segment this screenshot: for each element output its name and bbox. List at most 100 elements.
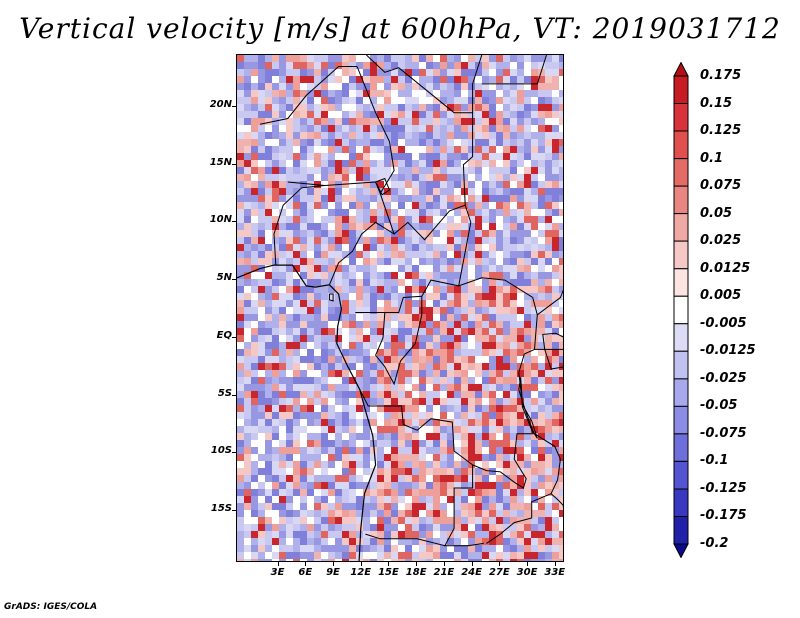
colorbar-label: 0.15 — [700, 95, 733, 111]
lon-label: 15E — [378, 567, 399, 578]
vertical-velocity-map — [236, 54, 564, 562]
coastline — [237, 264, 377, 561]
colorbar-label: -0.005 — [700, 315, 747, 331]
colorbar-bin — [673, 103, 689, 132]
lat-label: 20N — [209, 98, 232, 110]
colorbar-bin — [673, 488, 689, 517]
border — [259, 66, 358, 125]
colorbar-bottom-arrow — [673, 543, 689, 558]
colorbar-bin — [673, 323, 689, 352]
colorbar-label: 0.075 — [700, 178, 742, 194]
colorbar-bin — [673, 378, 689, 407]
border — [472, 55, 483, 113]
colorbar-bin — [673, 158, 689, 187]
colorbar-bin — [673, 433, 689, 462]
lon-label: 33E — [544, 567, 566, 578]
lat-tick — [232, 510, 236, 512]
lon-label: 21E — [433, 567, 455, 578]
border — [365, 533, 446, 547]
lat-label: 10S — [210, 445, 232, 457]
lon-tick — [527, 562, 529, 566]
colorbar-bin — [673, 213, 689, 242]
border — [481, 55, 547, 85]
lon-tick — [277, 562, 279, 566]
colorbar-label: 0.125 — [700, 123, 742, 139]
border — [537, 289, 563, 316]
lon-tick — [388, 562, 390, 566]
lat-label: 15S — [210, 503, 232, 515]
lat-tick — [232, 105, 236, 107]
lon-tick — [416, 562, 418, 566]
border — [366, 55, 474, 206]
lon-label: 6E — [298, 567, 313, 578]
lat-label: 5N — [216, 272, 232, 284]
island-bioko — [328, 293, 334, 302]
lon-label: 27E — [488, 567, 510, 578]
colorbar-label: -0.075 — [700, 425, 747, 441]
border — [273, 185, 325, 266]
border — [356, 66, 395, 194]
lat-label: 10N — [209, 214, 232, 226]
colorbar-label: -0.025 — [700, 370, 747, 386]
lake-chad — [375, 177, 391, 196]
lat-label: 15N — [209, 156, 232, 168]
lat-tick — [232, 163, 236, 165]
velocity-field — [237, 55, 563, 561]
colorbar-bin — [673, 240, 689, 270]
colorbar-label: 0.1 — [700, 150, 724, 166]
colorbar — [673, 62, 689, 558]
lon-label: 9E — [326, 567, 340, 578]
colorbar-label: -0.0125 — [700, 343, 756, 359]
colorbar-bin — [673, 515, 689, 545]
colorbar-bin — [673, 75, 689, 105]
colorbar-label: 0.025 — [700, 233, 742, 249]
colorbar-label: -0.1 — [700, 453, 729, 469]
lat-tick — [232, 394, 236, 396]
colorbar-bin — [673, 460, 689, 490]
lat-tick — [232, 221, 236, 223]
lon-label: 24E — [461, 567, 482, 578]
plot-title: Vertical velocity [m/s] at 600hPa, VT: 2… — [19, 12, 781, 45]
border — [384, 279, 459, 313]
lake-tanganyika — [518, 377, 538, 439]
border — [328, 221, 395, 285]
lon-tick — [360, 562, 362, 566]
colorbar-label: 0.0125 — [700, 260, 751, 276]
border — [472, 433, 534, 489]
colorbar-label: -0.05 — [700, 398, 738, 414]
lat-tick — [232, 336, 236, 338]
colorbar-label: 0.175 — [700, 68, 742, 83]
colorbar-label: -0.2 — [700, 536, 729, 551]
border — [355, 296, 423, 386]
colorbar-label: -0.125 — [700, 480, 747, 496]
colorbar-bin — [673, 405, 689, 435]
lon-tick — [554, 562, 556, 566]
lon-label: 3E — [270, 567, 285, 578]
colorbar-bin — [673, 268, 689, 297]
lon-tick — [443, 562, 445, 566]
lon-tick — [333, 562, 334, 566]
map-canvas — [237, 55, 563, 561]
lat-tick — [232, 279, 236, 281]
lat-label: EQ — [216, 329, 232, 341]
lake-victoria — [542, 332, 563, 370]
lat-tick — [232, 452, 236, 454]
lon-label: 30E — [516, 567, 538, 578]
colorbar-label: 0.05 — [700, 205, 733, 221]
border — [518, 353, 561, 494]
colorbar-top-arrow — [673, 62, 689, 77]
grads-credit: GrADS: IGES/COLA — [4, 602, 98, 612]
lon-tick — [305, 562, 307, 566]
colorbar-label: -0.175 — [700, 508, 747, 524]
border — [486, 493, 563, 544]
lon-label: 18E — [405, 567, 427, 578]
lon-tick — [471, 562, 473, 566]
lon-tick — [499, 562, 501, 566]
colorbar-bin — [673, 295, 689, 325]
colorbar-label: 0.005 — [700, 288, 742, 304]
lat-label: 5S — [217, 387, 232, 399]
colorbar-bin — [673, 350, 689, 380]
colorbar-bin — [673, 130, 689, 160]
colorbar-bin — [673, 185, 689, 215]
lon-label: 12E — [350, 567, 372, 578]
